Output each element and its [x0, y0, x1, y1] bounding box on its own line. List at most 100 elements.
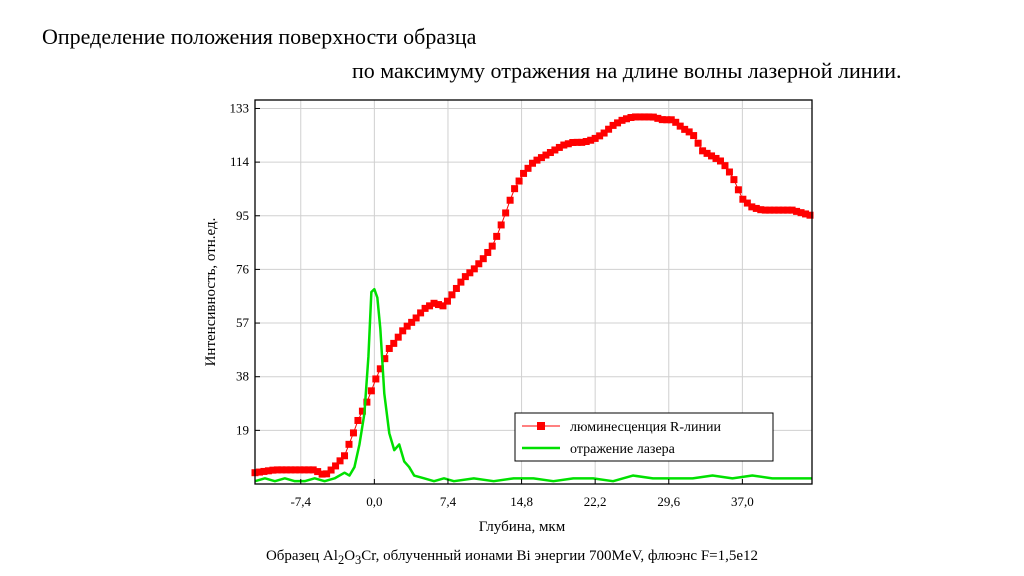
caption-mid1: O: [344, 548, 356, 564]
slide-title-line2: по максимуму отражения на длине волны ла…: [352, 58, 902, 83]
series-r-point: [573, 138, 581, 146]
x-tick-label: 0,0: [366, 494, 382, 509]
series-r-point: [479, 255, 487, 263]
caption-prefix: Образец Al: [265, 548, 338, 564]
series-r-point: [757, 206, 765, 214]
series-r-point: [609, 121, 617, 129]
y-tick-label: 38: [236, 369, 249, 384]
series-r-point: [466, 269, 474, 277]
series-r-point: [806, 211, 814, 219]
figure-caption: Образец Al2O3Cr, облученный ионами Bi эн…: [0, 548, 1024, 568]
x-tick-label: 14,8: [510, 494, 533, 509]
x-axis-label: Глубина, мкм: [479, 519, 566, 535]
series-r-point: [408, 318, 416, 326]
series-r-point: [426, 302, 434, 310]
y-tick-label: 95: [236, 208, 249, 223]
x-tick-label: 7,4: [440, 494, 457, 509]
series-r-point: [385, 344, 393, 352]
series-r-point: [672, 118, 680, 126]
y-tick-label: 114: [230, 154, 250, 169]
plot-frame: [254, 99, 813, 485]
series-r-point: [390, 339, 398, 347]
series-r-point: [448, 291, 456, 299]
series-r-point: [797, 209, 805, 217]
tick-labels: -7,4 0,0 7,4 14,8 22,2 29,6 37,0 19 38 57 76 95 114 1…: [230, 100, 754, 509]
series-r-point: [605, 125, 613, 133]
series-r-point: [739, 195, 747, 203]
y-tick-label: 76: [236, 261, 250, 276]
series-r-point: [367, 387, 375, 395]
series-r-point: [323, 470, 331, 478]
series-r-point: [515, 177, 523, 185]
series-r-point: [614, 119, 622, 127]
series-r-point: [363, 398, 371, 406]
series-r-point: [439, 302, 447, 310]
series-r-point: [537, 154, 545, 162]
series-r-point: [305, 466, 313, 474]
x-tick-label: 29,6: [657, 494, 680, 509]
series-r-point: [264, 467, 272, 475]
series-r-point: [430, 299, 438, 307]
series-r-point: [443, 297, 451, 305]
series-r-point: [658, 116, 666, 124]
series-layer: [251, 113, 814, 483]
series-r-point: [488, 242, 496, 250]
series-r-point: [260, 467, 268, 475]
series-r-point: [770, 206, 778, 214]
series-r-point: [332, 462, 340, 470]
x-tick-label: 37,0: [731, 494, 754, 509]
series-r-point: [703, 149, 711, 157]
legend: люминесценция R-линии отражение лазера: [514, 412, 774, 462]
legend-label-laser: отражение лазера: [570, 442, 676, 457]
series-r-point: [493, 232, 501, 240]
legend-box: [514, 412, 774, 462]
series-r-point: [640, 113, 648, 121]
series-r-point: [506, 196, 514, 204]
series-r-point: [287, 466, 295, 474]
series-r-point: [793, 207, 801, 215]
series-r-point: [667, 116, 675, 124]
series-r-point: [551, 146, 559, 154]
series-r-point: [484, 248, 492, 256]
series-r-point: [645, 113, 653, 121]
series-r-point: [761, 206, 769, 214]
series-r-point: [417, 309, 425, 317]
series-r-point: [403, 322, 411, 330]
series-r-point: [725, 168, 733, 176]
x-tick-label: 22,2: [584, 494, 607, 509]
series-r-point: [341, 452, 349, 460]
series-r-point: [542, 151, 550, 159]
series-r-point: [435, 301, 443, 309]
series-r-point: [752, 204, 760, 212]
series-r-point: [354, 416, 362, 424]
series-r-point: [766, 206, 774, 214]
series-r-point: [452, 284, 460, 292]
series-r-point: [748, 203, 756, 211]
series-r-point: [381, 355, 389, 363]
series-r-point: [345, 440, 353, 448]
x-tick-label: -7,4: [290, 494, 311, 509]
series-r-point: [529, 159, 537, 167]
series-r-point: [296, 466, 304, 474]
series-r-point: [269, 466, 277, 474]
slide-title-line1: Определение положения поверхности образц…: [42, 24, 477, 49]
series-r-point: [569, 138, 577, 146]
series-r-point: [663, 116, 671, 124]
series-r-point: [788, 206, 796, 214]
legend-marker-r: [537, 422, 545, 430]
y-tick-label: 19: [236, 422, 249, 437]
series-r-point: [560, 141, 568, 149]
caption-suffix: Cr, облученный ионами Bi энергии 700MeV,…: [361, 548, 759, 564]
series-r-point: [730, 176, 738, 184]
series-r-point: [712, 154, 720, 162]
y-tick-label: 57: [236, 315, 250, 330]
series-r-point: [278, 466, 286, 474]
series-r-point: [587, 136, 595, 144]
series-r-point: [591, 134, 599, 142]
series-r-point: [699, 147, 707, 155]
series-r-point: [690, 132, 698, 140]
series-r-point: [497, 221, 505, 229]
series-r-point: [314, 468, 322, 476]
series-r-point: [255, 468, 263, 476]
